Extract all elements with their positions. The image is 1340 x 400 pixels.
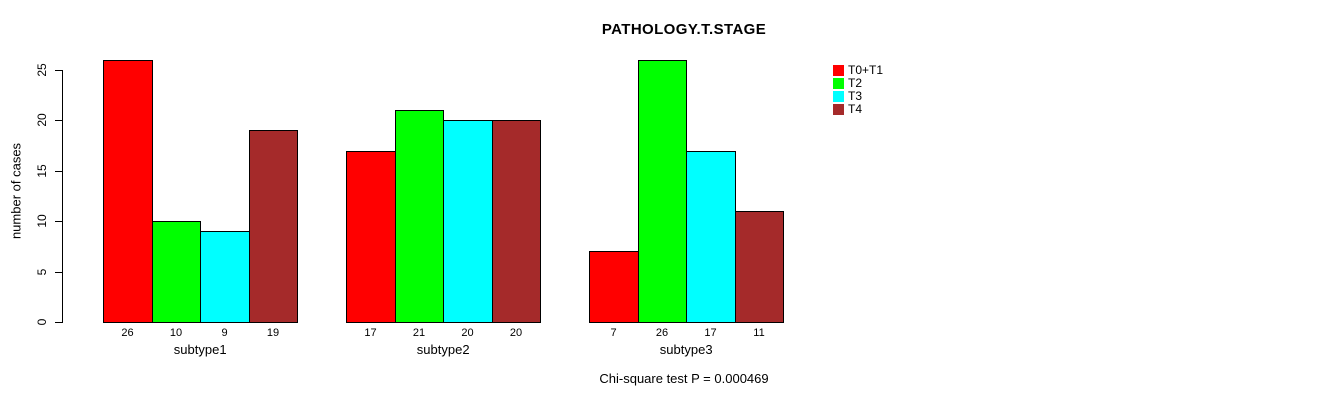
y-axis-tick [55, 70, 63, 71]
y-axis-tick-label: 25 [35, 63, 49, 77]
bar-value-label: 11 [753, 327, 765, 339]
legend-color-swatch [833, 65, 844, 76]
chart-title: PATHOLOGY.T.STAGE [601, 21, 767, 38]
legend-color-swatch [833, 104, 844, 115]
chi-square-annotation: Chi-square test P = 0.000469 [599, 371, 769, 386]
x-axis-category-label: subtype3 [659, 342, 713, 357]
y-axis-line [62, 70, 63, 323]
y-axis-tick [55, 120, 63, 121]
bar-value-label: 9 [221, 327, 228, 339]
bar-subtype3-T0+T1 [589, 251, 639, 323]
y-axis-tick [55, 272, 63, 273]
bar-value-label: 20 [461, 327, 474, 339]
y-axis-tick-label: 10 [35, 214, 49, 228]
legend-label: T3 [848, 89, 863, 103]
bar-subtype2-T3 [443, 120, 493, 323]
legend-item: T3 [833, 90, 883, 103]
legend-color-swatch [833, 78, 844, 89]
bar-value-label: 10 [169, 327, 183, 339]
y-axis-tick-label: 15 [35, 164, 49, 178]
y-axis-label: number of cases [8, 142, 24, 240]
legend: T0+T1 T2 T3 T4 [833, 64, 883, 116]
bar-subtype3-T4 [735, 211, 784, 323]
x-axis-category-label: subtype1 [173, 342, 227, 357]
bar-value-label: 26 [655, 327, 669, 339]
y-axis-tick [55, 322, 63, 323]
legend-label: T0+T1 [848, 63, 884, 77]
legend-label: T2 [848, 76, 863, 90]
bar-subtype1-T2 [152, 221, 201, 323]
bar-subtype2-T0+T1 [346, 151, 396, 323]
legend-item: T0+T1 [833, 64, 883, 77]
bar-subtype3-T3 [686, 151, 736, 323]
bar-subtype2-T2 [395, 110, 444, 323]
bar-subtype1-T4 [249, 130, 298, 323]
bar-value-label: 17 [364, 327, 377, 339]
bar-value-label: 19 [266, 327, 280, 339]
legend-item: T4 [833, 103, 883, 116]
x-axis-category-label: subtype2 [416, 342, 470, 357]
y-axis-tick [55, 221, 63, 222]
legend-color-swatch [833, 91, 844, 102]
bar-subtype1-T3 [200, 231, 250, 323]
y-axis-tick-label: 5 [35, 268, 49, 276]
bar-subtype2-T4 [492, 120, 541, 323]
legend-label: T4 [848, 102, 863, 116]
y-axis-tick-label: 0 [35, 318, 49, 326]
bar-value-label: 26 [121, 327, 134, 339]
y-axis-tick-label: 20 [35, 113, 49, 127]
y-axis-tick [55, 171, 63, 172]
bar-value-label: 21 [412, 327, 426, 339]
bar-subtype3-T2 [638, 60, 687, 323]
bar-value-label: 17 [704, 327, 717, 339]
bar-value-label: 7 [610, 327, 617, 339]
legend-item: T2 [833, 77, 883, 90]
bar-value-label: 20 [509, 327, 523, 339]
bar-subtype1-T0+T1 [103, 60, 153, 323]
